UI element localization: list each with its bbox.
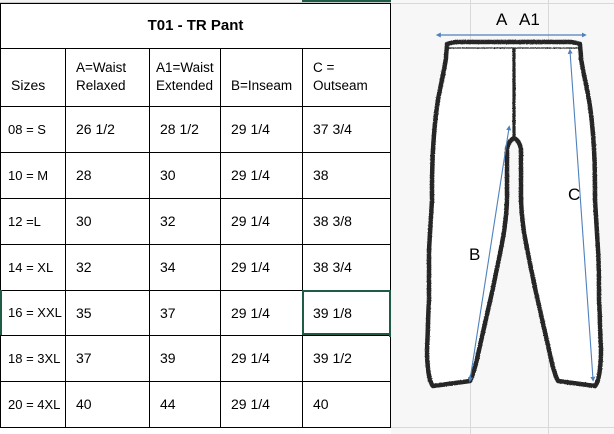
svg-text:C: C — [568, 185, 580, 204]
svg-text:A: A — [496, 10, 508, 29]
svg-text:A1: A1 — [519, 10, 540, 29]
svg-text:B: B — [469, 245, 480, 264]
